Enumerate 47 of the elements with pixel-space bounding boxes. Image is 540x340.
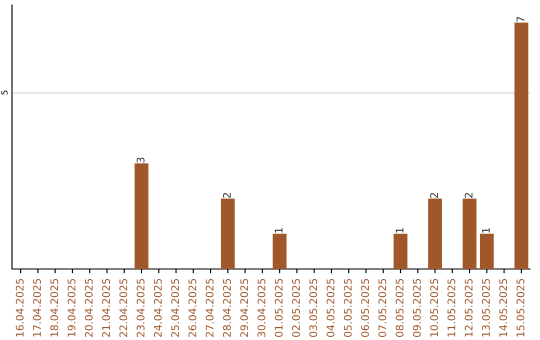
x-tick-label: 18.04.2025 xyxy=(50,278,58,337)
x-tick-label: 01.05.2025 xyxy=(274,278,283,337)
data-label: 3 xyxy=(136,158,145,163)
bar xyxy=(480,234,494,269)
x-tick-label: 08.05.2025 xyxy=(396,278,404,337)
y-tick-label: 5 xyxy=(1,90,8,94)
x-tick-label: 20.04.2025 xyxy=(84,278,93,337)
data-label: 1 xyxy=(274,228,283,233)
x-tick-label: 27.04.2025 xyxy=(206,278,214,337)
data-label: 1 xyxy=(396,228,404,233)
x-tick-label: 25.04.2025 xyxy=(171,278,180,337)
x-tick-label: 22.04.2025 xyxy=(119,278,128,337)
bar xyxy=(272,234,287,269)
x-tick-label: 02.05.2025 xyxy=(292,278,300,337)
x-tick-label: 28.04.2025 xyxy=(222,278,231,337)
x-tick-label: 17.04.2025 xyxy=(33,278,41,337)
x-tick-label: 21.04.2025 xyxy=(102,278,110,337)
x-tick-label: 03.05.2025 xyxy=(309,278,318,337)
x-tick-label: 29.04.2025 xyxy=(240,278,248,337)
x-tick-label: 24.04.2025 xyxy=(154,278,162,337)
data-label: 1 xyxy=(482,228,490,233)
x-tick-label: 05.05.2025 xyxy=(344,278,352,337)
x-tick-label: 13.05.2025 xyxy=(482,278,490,337)
x-tick-label: 23.04.2025 xyxy=(136,278,145,337)
x-tick-label: 15.05.2025 xyxy=(516,278,524,337)
x-tick-label: 09.05.2025 xyxy=(412,278,421,337)
x-tick-label: 07.05.2025 xyxy=(378,278,386,337)
bar xyxy=(220,198,235,269)
x-tick-label: 16.04.2025 xyxy=(16,278,24,337)
x-tick-label: 10.05.2025 xyxy=(430,278,438,337)
bar xyxy=(514,22,528,269)
x-tick-label: 06.05.2025 xyxy=(361,278,369,337)
x-tick-label: 26.04.2025 xyxy=(188,278,196,337)
x-tick-label: 19.04.2025 xyxy=(68,278,76,337)
data-label: 2 xyxy=(430,193,438,198)
bar xyxy=(394,234,408,269)
data-label: 7 xyxy=(516,16,524,22)
x-tick-label: 11.05.2025 xyxy=(447,278,456,337)
x-tick-label: 14.05.2025 xyxy=(499,278,508,337)
bar xyxy=(134,163,148,269)
x-tick-label: 04.05.2025 xyxy=(326,278,334,337)
data-label: 2 xyxy=(464,193,472,198)
x-tick-label: 12.05.2025 xyxy=(464,278,473,337)
x-tick-label: 30.04.2025 xyxy=(258,278,266,337)
bar xyxy=(462,198,476,269)
data-label: 2 xyxy=(222,193,231,198)
bar xyxy=(428,198,442,269)
